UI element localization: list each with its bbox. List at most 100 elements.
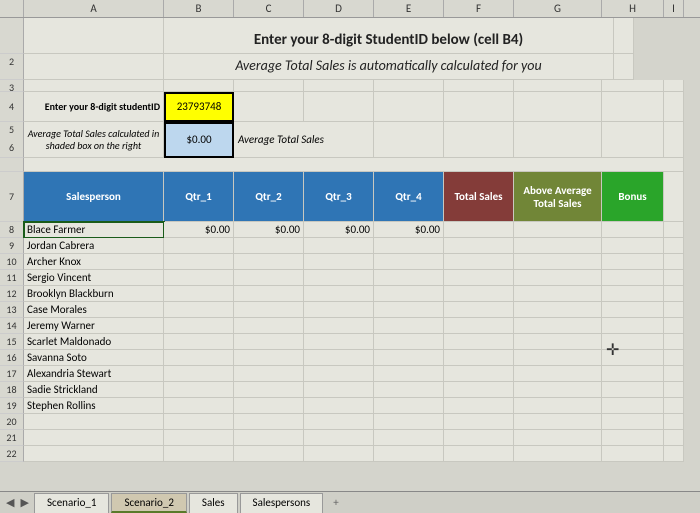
cell[interactable] [444, 222, 514, 238]
cell-q2[interactable] [234, 446, 304, 462]
cell[interactable] [602, 222, 664, 238]
col-header-f[interactable]: F [444, 0, 514, 17]
cell[interactable] [444, 286, 514, 302]
cell[interactable] [664, 172, 684, 222]
cell[interactable] [444, 446, 514, 462]
col-header-e[interactable]: E [374, 0, 444, 17]
cell-q4[interactable] [374, 238, 444, 254]
row-header-7[interactable]: 7 [0, 172, 24, 222]
avg-value-cell[interactable]: $0.00 [164, 122, 234, 158]
cell-salesperson[interactable]: Sadie Strickland [24, 382, 164, 398]
cell[interactable] [514, 254, 602, 270]
cell[interactable] [514, 222, 602, 238]
cell[interactable] [602, 286, 664, 302]
cell[interactable] [234, 80, 304, 92]
cell-q3[interactable] [304, 398, 374, 414]
col-header-g[interactable]: G [514, 0, 602, 17]
cell-q1[interactable] [164, 398, 234, 414]
cell[interactable] [24, 18, 164, 54]
cell-salesperson[interactable]: Stephen Rollins [24, 398, 164, 414]
cell-q1[interactable] [164, 254, 234, 270]
cell[interactable] [602, 366, 664, 382]
cell[interactable] [374, 92, 444, 122]
cell-q4[interactable] [374, 302, 444, 318]
cell[interactable] [664, 122, 684, 158]
cell-q2[interactable] [234, 350, 304, 366]
cell-q2[interactable] [234, 270, 304, 286]
cell-q1[interactable] [164, 238, 234, 254]
sheet-tab[interactable]: Sales [189, 493, 238, 513]
hdr-qtr3[interactable]: Qtr_3 [304, 172, 374, 222]
row-header[interactable]: 17 [0, 366, 24, 382]
cell-q3[interactable] [304, 334, 374, 350]
row-header[interactable] [0, 18, 24, 54]
cell-q3[interactable] [304, 414, 374, 430]
cell[interactable] [374, 122, 444, 158]
cell-salesperson[interactable] [24, 414, 164, 430]
cell[interactable] [664, 446, 684, 462]
cell[interactable] [602, 382, 664, 398]
row-header-5[interactable]: 5 [0, 122, 23, 140]
hdr-salesperson[interactable]: Salesperson [24, 172, 164, 222]
cell-q4[interactable] [374, 430, 444, 446]
cell[interactable] [664, 430, 684, 446]
cell-q4[interactable] [374, 334, 444, 350]
cell[interactable] [664, 366, 684, 382]
col-header-d[interactable]: D [304, 0, 374, 17]
cell-salesperson[interactable]: Blace Farmer [24, 222, 164, 238]
cell[interactable] [514, 92, 602, 122]
cell-q2[interactable] [234, 430, 304, 446]
cell-salesperson[interactable]: Archer Knox [24, 254, 164, 270]
cell-q3[interactable] [304, 350, 374, 366]
row-header[interactable]: 15 [0, 334, 24, 350]
sheet-tab[interactable]: Scenario_1 [34, 493, 109, 513]
row-header[interactable]: 19 [0, 398, 24, 414]
cell-salesperson[interactable]: Jordan Cabrera [24, 238, 164, 254]
cell[interactable] [664, 334, 684, 350]
cell[interactable] [602, 254, 664, 270]
cell[interactable] [664, 398, 684, 414]
cell[interactable] [664, 414, 684, 430]
cell-q2[interactable] [234, 382, 304, 398]
cell[interactable] [614, 18, 634, 54]
cell-q4[interactable] [374, 398, 444, 414]
cell-q1[interactable] [164, 382, 234, 398]
row-header[interactable]: 11 [0, 270, 24, 286]
tab-prev-icon[interactable]: ◀ [6, 496, 14, 509]
cell[interactable] [444, 302, 514, 318]
cell[interactable] [614, 54, 634, 80]
cell-q1[interactable] [164, 414, 234, 430]
row-header[interactable]: 3 [0, 80, 24, 92]
cell[interactable] [444, 382, 514, 398]
cell[interactable] [444, 414, 514, 430]
cell-q2[interactable] [234, 334, 304, 350]
cell-q1[interactable] [164, 446, 234, 462]
cell[interactable] [602, 302, 664, 318]
cell[interactable] [664, 270, 684, 286]
cell-q3[interactable] [304, 270, 374, 286]
cell-q4[interactable]: $0.00 [374, 222, 444, 238]
sheet-tab[interactable]: Salespersons [240, 493, 324, 513]
row-header[interactable] [0, 158, 24, 172]
row-header-6[interactable]: 6 [0, 140, 23, 158]
cell[interactable] [514, 318, 602, 334]
cell-q1[interactable] [164, 430, 234, 446]
cell[interactable] [514, 430, 602, 446]
cell[interactable] [444, 92, 514, 122]
cell-q2[interactable] [234, 254, 304, 270]
cell[interactable] [664, 254, 684, 270]
cell-salesperson[interactable]: Scarlet Maldonado [24, 334, 164, 350]
cell[interactable] [664, 92, 684, 122]
col-header-a[interactable]: A [24, 0, 164, 17]
cell-q2[interactable] [234, 238, 304, 254]
cell[interactable] [444, 430, 514, 446]
hdr-total-sales[interactable]: Total Sales [444, 172, 514, 222]
cell-q3[interactable] [304, 382, 374, 398]
cell-q2[interactable] [234, 366, 304, 382]
cell[interactable] [602, 92, 664, 122]
tab-nav-arrows[interactable]: ◀ ▶ [0, 496, 34, 509]
cell-salesperson[interactable]: Alexandria Stewart [24, 366, 164, 382]
row-header[interactable]: 22 [0, 446, 24, 462]
cell[interactable] [602, 414, 664, 430]
cell-q1[interactable] [164, 318, 234, 334]
